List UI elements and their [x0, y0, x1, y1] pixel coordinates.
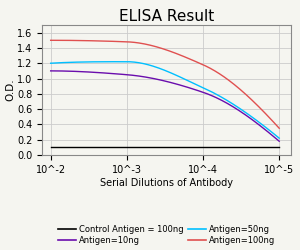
Antigen=10ng	[258, 124, 262, 127]
Title: ELISA Result: ELISA Result	[119, 9, 214, 24]
Control Antigen = 100ng	[49, 146, 52, 149]
Antigen=100ng	[278, 127, 281, 130]
Antigen=50ng	[92, 60, 95, 63]
Control Antigen = 100ng	[266, 146, 269, 149]
Antigen=50ng	[58, 61, 62, 64]
Line: Antigen=50ng: Antigen=50ng	[51, 62, 279, 138]
Control Antigen = 100ng	[278, 146, 281, 149]
Antigen=100ng	[110, 40, 113, 43]
Antigen=50ng	[49, 62, 52, 65]
Antigen=50ng	[63, 61, 66, 64]
Line: Antigen=100ng: Antigen=100ng	[51, 40, 279, 128]
Antigen=100ng	[92, 39, 95, 42]
Antigen=50ng	[110, 60, 113, 63]
Line: Antigen=10ng: Antigen=10ng	[51, 71, 279, 141]
Control Antigen = 100ng	[258, 146, 262, 149]
Antigen=10ng	[58, 70, 62, 72]
Antigen=10ng	[266, 130, 269, 133]
Antigen=50ng	[259, 122, 262, 125]
Antigen=10ng	[278, 140, 281, 143]
Antigen=50ng	[125, 60, 128, 63]
Control Antigen = 100ng	[63, 146, 66, 149]
Antigen=10ng	[63, 70, 66, 72]
X-axis label: Serial Dilutions of Antibody: Serial Dilutions of Antibody	[100, 178, 233, 188]
Antigen=10ng	[49, 70, 52, 72]
Legend: Control Antigen = 100ng, Antigen=10ng, Antigen=50ng, Antigen=100ng: Control Antigen = 100ng, Antigen=10ng, A…	[55, 222, 278, 249]
Antigen=100ng	[49, 39, 52, 42]
Antigen=100ng	[258, 106, 262, 109]
Antigen=100ng	[266, 114, 269, 117]
Control Antigen = 100ng	[92, 146, 95, 149]
Control Antigen = 100ng	[58, 146, 62, 149]
Antigen=10ng	[92, 71, 95, 74]
Antigen=50ng	[267, 128, 271, 131]
Antigen=10ng	[110, 72, 113, 75]
Antigen=100ng	[58, 39, 62, 42]
Control Antigen = 100ng	[110, 146, 113, 149]
Y-axis label: O.D.: O.D.	[5, 79, 16, 101]
Antigen=50ng	[278, 137, 281, 140]
Antigen=100ng	[63, 39, 66, 42]
